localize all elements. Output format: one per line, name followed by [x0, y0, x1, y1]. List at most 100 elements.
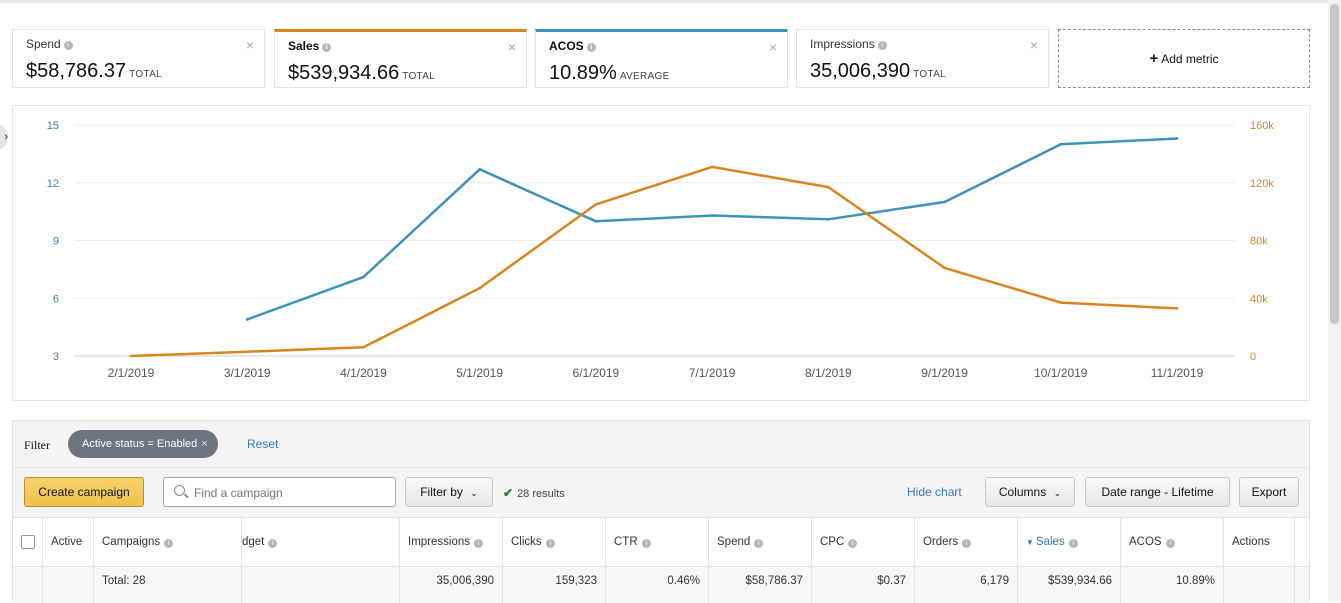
y-left-tick-label: 15 — [47, 120, 59, 132]
total-acos-cell: 10.89% — [1121, 567, 1224, 603]
acos-data-point — [710, 214, 714, 217]
filter-by-label: Filter by — [420, 485, 463, 499]
metric-name: Impressions i — [810, 37, 887, 51]
sales-data-point — [827, 185, 830, 189]
page-scrollbar[interactable] — [1328, 0, 1341, 601]
filter-pill-active-status[interactable]: Active status = Enabled × — [68, 430, 218, 458]
info-icon: i — [268, 539, 278, 548]
sales-data-point — [594, 203, 598, 206]
close-icon[interactable]: × — [1029, 37, 1038, 53]
filter-label: Filter — [24, 438, 50, 452]
sales-data-point — [362, 346, 365, 349]
acos-data-point — [478, 167, 481, 171]
select-all-column[interactable] — [13, 518, 43, 566]
line-chart-svg: 15 12 9 6 3 160k 120k 80k 40k 0 2/1/2019 3/1/2019 4/… — [47, 120, 1275, 380]
sales-data-point — [943, 266, 946, 270]
columns-label: Columns — [998, 485, 1047, 499]
filter-pill-label: Active status = Enabled — [82, 438, 198, 450]
metric-card-sales[interactable]: Sales i × $539,934.66 TOTAL — [274, 29, 527, 88]
chevron-down-icon: ⌄ — [470, 488, 478, 498]
info-icon[interactable]: i — [586, 43, 596, 52]
info-icon[interactable]: i — [322, 43, 332, 52]
info-icon: i — [754, 539, 764, 548]
total-cpc-cell: $0.37 — [812, 567, 915, 603]
acos-data-point — [1059, 142, 1063, 146]
acos-data-point — [943, 200, 946, 204]
metric-name: ACOS i — [549, 39, 596, 53]
metric-card-spend[interactable]: Spend i × $58,786.37 TOTAL — [12, 29, 265, 88]
header-ctr[interactable]: CTR i — [606, 518, 709, 566]
top-border — [0, 0, 1341, 3]
total-spend-cell: $58,786.37 — [709, 567, 812, 603]
header-orders[interactable]: Orders i — [915, 518, 1018, 566]
info-icon: i — [545, 539, 555, 548]
metric-value: $58,786.37 TOTAL — [26, 60, 162, 82]
acos-data-point — [1175, 137, 1179, 140]
close-icon[interactable]: × — [507, 39, 516, 55]
header-campaigns[interactable]: Campaigns i — [94, 518, 242, 566]
sales-data-point — [710, 165, 714, 169]
y-left-tick-label: 6 — [53, 293, 59, 305]
campaign-search[interactable] — [163, 477, 396, 507]
header-active[interactable]: Active — [43, 518, 94, 566]
info-icon: i — [641, 539, 651, 548]
date-range-button[interactable]: Date range - Lifetime — [1085, 477, 1230, 507]
info-icon[interactable]: i — [63, 41, 73, 50]
x-tick-label: 11/1/2019 — [1151, 366, 1204, 380]
header-budget[interactable]: dget i — [242, 518, 400, 566]
acos-data-point — [245, 318, 249, 321]
acos-data-point — [594, 219, 598, 223]
x-tick-label: 5/1/2019 — [456, 366, 503, 380]
sales-data-point — [129, 354, 133, 358]
close-icon[interactable]: × — [201, 438, 208, 450]
y-right-tick-label: 120k — [1250, 178, 1274, 190]
add-metric-label: Add metric — [1161, 52, 1219, 66]
info-icon: i — [474, 539, 483, 548]
close-icon[interactable]: × — [768, 39, 777, 55]
columns-dropdown[interactable]: Columns ⌄ — [985, 477, 1075, 507]
header-spend[interactable]: Spend i — [709, 518, 812, 566]
header-acos[interactable]: ACOS i — [1121, 518, 1224, 566]
expand-sidebar-icon[interactable]: › — [0, 124, 8, 150]
chevron-down-icon: ⌄ — [1053, 488, 1062, 498]
sales-data-point — [245, 350, 249, 353]
info-icon: i — [164, 539, 174, 548]
total-select-cell — [13, 567, 43, 603]
x-tick-label: 9/1/2019 — [921, 366, 968, 380]
metric-card-impressions[interactable]: Impressions i × 35,006,390 TOTAL — [796, 29, 1049, 88]
add-metric-button[interactable]: + Add metric — [1058, 29, 1310, 88]
acos-data-point — [362, 275, 365, 279]
search-input[interactable] — [192, 483, 391, 503]
header-sales[interactable]: ▼ Sales i — [1018, 518, 1121, 566]
filter-by-dropdown[interactable]: Filter by ⌄ — [405, 477, 493, 507]
info-icon: i — [1165, 539, 1175, 548]
info-icon[interactable]: i — [877, 41, 887, 50]
metric-value: $539,934.66 TOTAL — [288, 62, 436, 84]
header-impressions[interactable]: Impressions i — [400, 518, 503, 566]
select-all-checkbox[interactable] — [21, 535, 35, 549]
header-clicks[interactable]: Clicks i — [503, 518, 606, 566]
total-actions-cell — [1224, 567, 1295, 603]
info-icon: i — [962, 539, 972, 548]
scrollbar-thumb[interactable] — [1330, 4, 1339, 324]
export-button[interactable]: Export — [1239, 477, 1299, 507]
x-tick-label: 7/1/2019 — [689, 366, 736, 380]
y-right-tick-label: 0 — [1250, 351, 1256, 363]
hide-chart-link[interactable]: Hide chart — [907, 485, 962, 499]
table-header: Active Campaigns i dget i Impressions i Cli… — [13, 517, 1309, 566]
total-campaigns-cell: Total: 28 — [94, 567, 242, 603]
total-orders-cell: 6,179 — [915, 567, 1018, 603]
total-active-cell — [43, 567, 94, 603]
reset-link[interactable]: Reset — [247, 437, 279, 451]
y-right-tick-label: 160k — [1250, 120, 1274, 132]
sales-series-line — [129, 165, 1179, 358]
create-campaign-button[interactable]: Create campaign — [24, 477, 144, 507]
search-icon — [174, 485, 185, 496]
sales-data-point — [1175, 307, 1179, 310]
close-icon[interactable]: × — [245, 37, 254, 53]
y-right-tick-label: 80k — [1250, 236, 1268, 248]
header-cpc[interactable]: CPC i — [812, 518, 915, 566]
sort-descending-icon: ▼ — [1026, 538, 1034, 547]
metric-card-acos[interactable]: ACOS i × 10.89% AVERAGE — [535, 29, 788, 88]
x-tick-label: 8/1/2019 — [805, 366, 852, 380]
